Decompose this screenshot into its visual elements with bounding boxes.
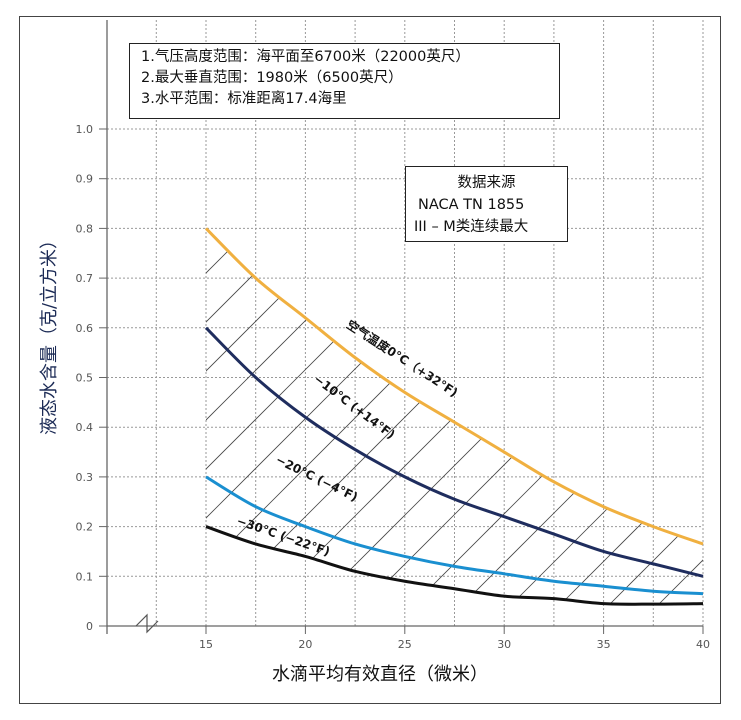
y-tick-label: 0.4 — [76, 421, 94, 434]
note-line: 2.最大垂直范围：1980米（6500英尺） — [141, 70, 403, 86]
hatch-line — [206, 228, 607, 605]
note-line: 3.水平范围：标准距离17.4海里 — [141, 91, 347, 107]
chart-frame — [19, 16, 721, 704]
note-line: 1.气压高度范围：海平面至6700米（22000英尺） — [141, 49, 470, 65]
y-tick-label: 0 — [86, 620, 93, 633]
hatch-line — [426, 228, 703, 605]
hatch-line — [573, 228, 703, 605]
hatch-line — [671, 228, 703, 605]
y-tick-label: 1.0 — [76, 123, 94, 136]
hatch-line — [0, 20, 18, 640]
hatch-line — [721, 20, 741, 640]
y-tick-label: 0.9 — [76, 173, 94, 186]
source-line: III – M类连续最大 — [414, 219, 529, 235]
hatch-line — [475, 228, 703, 605]
y-tick-label: 0.8 — [76, 222, 94, 235]
x-tick-label: 15 — [199, 638, 213, 651]
x-tick-label: 25 — [398, 638, 412, 651]
y-tick-label: 0.7 — [76, 272, 94, 285]
hatch-line — [524, 228, 703, 605]
hatch-line — [206, 228, 558, 605]
x-tick-label: 20 — [298, 638, 312, 651]
x-axis-label: 水滴平均有效直径（微米） — [272, 664, 488, 685]
source-title: 数据来源 — [457, 175, 516, 191]
x-tick-label: 30 — [497, 638, 511, 651]
x-tick-label: 35 — [597, 638, 611, 651]
y-tick-label: 0.5 — [76, 372, 94, 385]
y-axis-label: 液态水含量（克/立方米） — [39, 230, 60, 436]
series-line — [205, 525, 704, 606]
series-line — [204, 227, 704, 546]
series-line — [204, 326, 704, 578]
y-tick-label: 0.6 — [76, 322, 94, 335]
axis-break-icon — [135, 613, 159, 634]
y-tick-label: 0.2 — [76, 521, 94, 534]
curve-label: −20°C (−4°F) — [274, 453, 360, 505]
hatch-line — [622, 228, 703, 605]
y-tick-label: 0.3 — [76, 471, 94, 484]
curve-label: 空气温度0°C（+32°F) — [344, 317, 461, 400]
notes-box: 1.气压高度范围：海平面至6700米（22000英尺） 2.最大垂直范围：198… — [129, 43, 560, 119]
y-tick-label: 0.1 — [76, 570, 94, 583]
source-line: NACA TN 1855 — [418, 197, 525, 213]
series-line — [205, 475, 704, 596]
source-box: 数据来源 NACA TN 1855 III – M类连续最大 — [405, 166, 568, 242]
x-tick-label: 40 — [696, 638, 710, 651]
